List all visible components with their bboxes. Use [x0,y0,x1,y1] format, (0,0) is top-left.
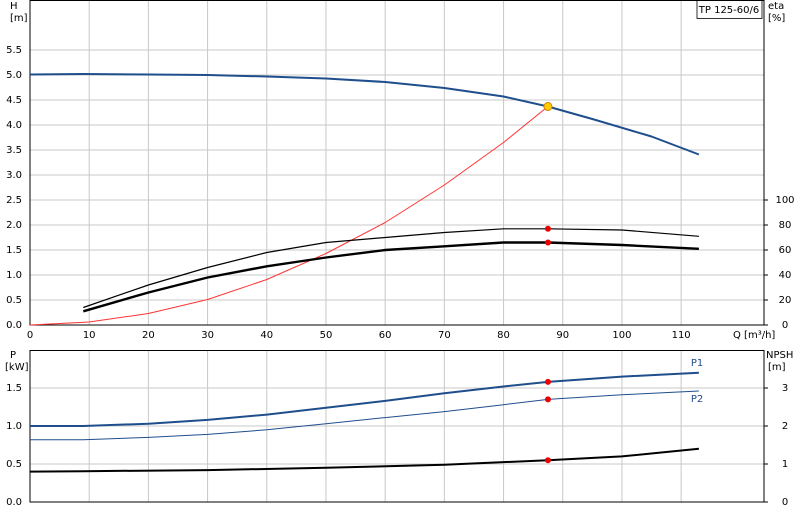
y-tick-label: 0.0 [6,320,22,331]
y2-tick-label: 100 [775,195,794,206]
operating-point [544,378,551,385]
y2-tick-label: 3 [782,383,788,394]
curve [82,241,699,313]
y2-axis-unit: [%] [768,13,785,24]
y2-axis-title: eta [768,1,784,12]
y-tick-label: 3.5 [6,145,22,156]
y-tick-label: 4.0 [6,120,22,131]
curve [29,447,699,473]
operating-point [544,457,551,464]
y-tick-label: 1.5 [6,245,22,256]
curve [29,106,549,326]
x-tick-label: 100 [612,330,631,341]
y-tick-label: 5.0 [6,70,22,81]
x-tick-label: 10 [83,330,96,341]
x-tick-label: 80 [497,330,510,341]
operating-point [544,225,551,232]
y2-tick-label: 80 [779,220,792,231]
y2-tick-label: 40 [779,270,792,281]
operating-point [543,102,553,111]
y-tick-label: 1.0 [6,421,22,432]
y-axis-title: H [10,1,18,12]
plot-frame [29,0,765,326]
x-tick-label: 40 [260,330,273,341]
y2-axis-unit: [m] [768,362,786,373]
y-tick-label: 5.5 [6,45,22,56]
y2-tick-label: 0 [782,497,788,508]
y-tick-label: 0.5 [6,295,22,306]
y-tick-label: 4.5 [6,95,22,106]
series-label: P2 [691,394,703,405]
x-tick-label: 90 [556,330,569,341]
x-tick-label: 70 [438,330,451,341]
y-axis-title: P [10,350,16,361]
curve [30,371,699,427]
x-tick-label: 20 [142,330,155,341]
operating-point [544,239,551,246]
y-tick-label: 3.0 [6,170,22,181]
y2-tick-label: 20 [779,295,792,306]
x-tick-label: 30 [201,330,214,341]
x-axis-title: Q [m³/h] [733,330,775,341]
y-tick-label: 0.0 [6,497,22,508]
y-tick-label: 2.5 [6,195,22,206]
y2-tick-label: 0 [782,320,788,331]
y-tick-label: 1.5 [6,383,22,394]
x-tick-label: 110 [672,330,691,341]
y2-tick-label: 60 [779,245,792,256]
y-tick-label: 2.0 [6,220,22,231]
curve [30,390,699,441]
y2-tick-label: 2 [782,421,788,432]
x-tick-label: 50 [320,330,333,341]
y-axis-unit: [m] [10,13,28,24]
y-tick-label: 1.0 [6,270,22,281]
series-label: P1 [691,358,703,369]
operating-point [544,396,551,403]
x-tick-label: 60 [379,330,392,341]
y2-axis-title: NPSH [766,350,793,361]
y2-tick-label: 1 [782,459,788,470]
y-tick-label: 0.5 [6,459,22,470]
curve [83,228,699,309]
model-label: TP 125-60/6 [698,5,759,16]
curve [29,73,700,156]
x-tick-label: 0 [27,330,33,341]
y-axis-unit: [kW] [5,362,29,373]
